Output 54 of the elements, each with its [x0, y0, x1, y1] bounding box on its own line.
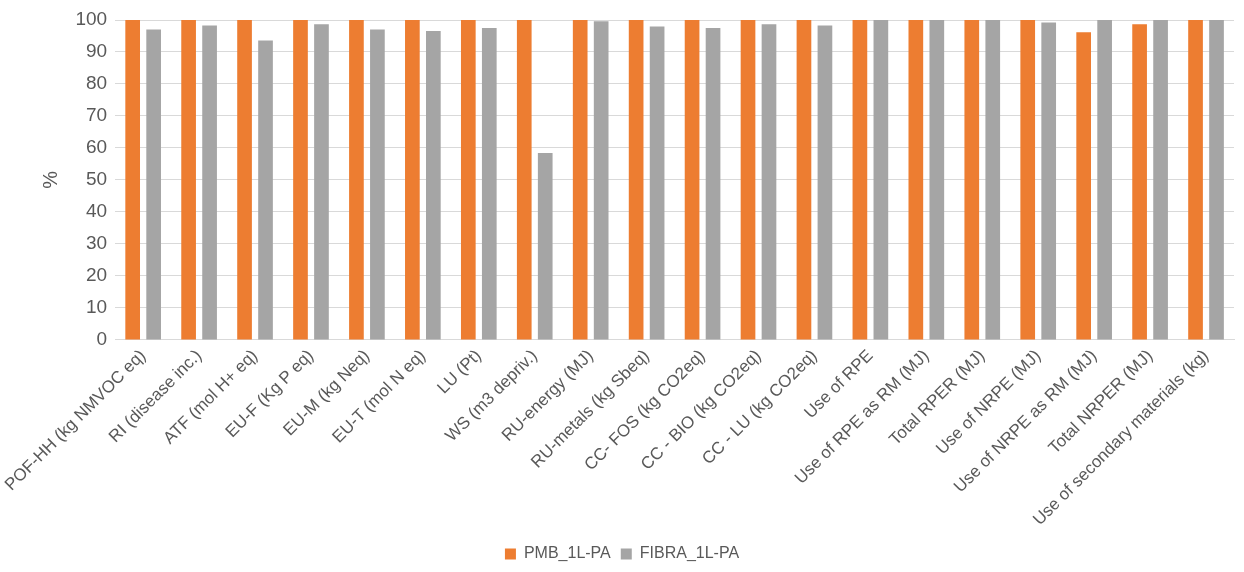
bar [761, 24, 777, 340]
y-tick-label: 50 [86, 168, 108, 190]
bar [908, 20, 924, 340]
bar [125, 20, 141, 340]
bar [481, 28, 497, 340]
bar [1097, 20, 1112, 340]
bar [516, 20, 532, 340]
bar [314, 24, 329, 340]
y-tick-label: 20 [86, 264, 108, 286]
bar [1076, 32, 1091, 340]
y-tick-label: 80 [86, 72, 108, 94]
y-tick-label: 30 [86, 232, 108, 254]
y-tick-label: 90 [86, 40, 108, 62]
bar [929, 20, 945, 340]
bar [258, 40, 273, 340]
bar [873, 20, 889, 340]
bar [349, 20, 364, 340]
bar [1041, 22, 1057, 340]
bar [740, 20, 756, 340]
bar [817, 25, 833, 340]
y-tick-label: 0 [96, 328, 108, 350]
bar [370, 29, 385, 340]
y-tick-label: 60 [86, 136, 108, 158]
bar [649, 26, 665, 340]
bar [1188, 20, 1203, 340]
bar [684, 20, 700, 340]
bar [460, 20, 476, 340]
y-tick-label: 100 [75, 8, 108, 30]
legend-label: PMB_1L-PA [523, 544, 612, 563]
bar [705, 28, 721, 340]
bar [405, 20, 420, 340]
bar [1153, 20, 1168, 340]
bar [628, 20, 644, 340]
bar [964, 20, 980, 340]
bar [1132, 24, 1147, 340]
y-tick-label: 10 [86, 296, 108, 318]
legend-label: FIBRA_1L-PA [639, 544, 740, 563]
bar [293, 20, 308, 340]
bar [1209, 20, 1224, 340]
bar [146, 29, 161, 340]
bar [237, 20, 252, 340]
bar [1020, 20, 1036, 340]
bar [202, 25, 217, 340]
bar [985, 20, 1001, 340]
bar [537, 153, 553, 340]
bar [572, 20, 588, 340]
bar [852, 20, 868, 340]
bar [426, 30, 441, 340]
bar [593, 21, 609, 340]
y-axis-title: % [39, 170, 61, 189]
y-tick-label: 40 [86, 200, 108, 222]
y-tick-label: 70 [86, 104, 108, 126]
bar [181, 20, 196, 340]
bar [796, 20, 812, 340]
